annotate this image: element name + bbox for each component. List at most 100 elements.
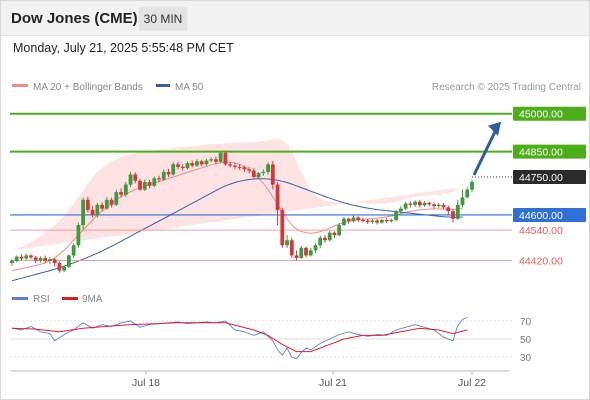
candle-body bbox=[209, 159, 214, 161]
rsi-ma9-line bbox=[11, 322, 468, 353]
candle-body bbox=[10, 260, 14, 264]
candle-body bbox=[138, 180, 142, 190]
candle-body bbox=[109, 199, 114, 205]
candle-body bbox=[62, 266, 67, 271]
candle-body bbox=[384, 220, 389, 222]
candle-body bbox=[337, 225, 342, 236]
arrow-shaft bbox=[472, 127, 499, 176]
candle-body bbox=[394, 211, 399, 220]
candle-body bbox=[214, 159, 218, 162]
candle-body bbox=[90, 209, 95, 215]
rsi-legend-swatch bbox=[12, 297, 28, 300]
candle-body bbox=[100, 204, 105, 209]
candle-body bbox=[228, 164, 233, 166]
candle-body bbox=[218, 152, 223, 162]
candle-body bbox=[81, 199, 86, 226]
candle-body bbox=[85, 199, 90, 210]
candle-body bbox=[242, 167, 247, 170]
candle-body bbox=[104, 199, 109, 209]
candle-body bbox=[455, 204, 460, 219]
candle-body bbox=[142, 182, 147, 190]
current-price-badge bbox=[513, 169, 586, 184]
candle-body bbox=[408, 203, 413, 205]
x-axis: Jul 18 Jul 21 Jul 22 bbox=[10, 370, 510, 389]
candle-body bbox=[195, 161, 199, 166]
rsi-tick-label: 50 bbox=[520, 335, 532, 346]
candle-body bbox=[361, 220, 365, 221]
candle-body bbox=[52, 259, 57, 264]
chart-header: Dow Jones (CME) 30 MIN bbox=[1, 1, 589, 36]
resistance-badge bbox=[513, 144, 586, 159]
ma20-legend-label: MA 20 + Bollinger Bands bbox=[33, 82, 143, 93]
candle-body bbox=[166, 171, 171, 175]
candle-body bbox=[19, 256, 24, 259]
candle-body bbox=[417, 201, 422, 206]
candle-body bbox=[451, 211, 455, 219]
rsi-legend-label: RSI bbox=[33, 294, 50, 305]
candle-body bbox=[33, 257, 38, 261]
candle-body bbox=[180, 166, 185, 169]
candle-body bbox=[413, 201, 417, 205]
ma20-line bbox=[11, 161, 463, 272]
candle-body bbox=[76, 225, 81, 246]
candle-body bbox=[304, 247, 308, 256]
candle-body bbox=[427, 202, 432, 205]
candle-body bbox=[161, 171, 166, 180]
candle-body bbox=[441, 204, 446, 208]
support-label: 44540.00 bbox=[519, 225, 563, 237]
candle-body bbox=[71, 245, 76, 256]
ma9-legend-swatch bbox=[62, 297, 78, 300]
candle-body bbox=[24, 255, 29, 259]
candle-body bbox=[128, 174, 133, 185]
moving-average-lines bbox=[11, 161, 463, 282]
ma50-legend-swatch bbox=[156, 84, 170, 87]
candle-body bbox=[294, 255, 299, 258]
candle-body bbox=[190, 163, 195, 166]
price-levels: 45000.00 44850.00 44750.00 44600.00 44540.00… bbox=[10, 106, 586, 267]
resistance-label: 45000.00 bbox=[519, 109, 563, 121]
candle-body bbox=[251, 170, 256, 177]
x-axis-label: Jul 18 bbox=[132, 377, 160, 389]
candle-body bbox=[171, 164, 176, 175]
candle-body bbox=[346, 218, 351, 222]
candle-body bbox=[256, 173, 261, 177]
candle-body bbox=[436, 204, 441, 207]
ma9-legend-label: 9MA bbox=[82, 294, 103, 305]
candle-body bbox=[289, 240, 294, 256]
candle-body bbox=[199, 161, 204, 165]
candle-body bbox=[237, 166, 242, 168]
candle-body bbox=[48, 259, 52, 261]
candle-body bbox=[351, 217, 356, 222]
x-axis-label: Jul 21 bbox=[319, 377, 347, 389]
current-price-label: 44750.00 bbox=[519, 172, 563, 184]
candle-body bbox=[275, 184, 280, 210]
candle-body bbox=[375, 220, 380, 223]
timeframe-badge[interactable]: 30 MIN bbox=[139, 7, 187, 31]
resistance-badge bbox=[513, 106, 586, 121]
candle-body bbox=[318, 237, 323, 246]
instrument-title: Dow Jones (CME) bbox=[11, 10, 138, 27]
candle-body bbox=[398, 208, 403, 212]
candlestick-series bbox=[10, 151, 474, 273]
candle-body bbox=[157, 178, 161, 180]
candle-body bbox=[342, 218, 346, 226]
candle-body bbox=[95, 204, 100, 215]
candle-body bbox=[299, 247, 304, 258]
rsi-tick-label: 70 bbox=[520, 317, 532, 328]
candle-body bbox=[446, 207, 451, 212]
rsi-legend: RSI 9MA bbox=[12, 294, 103, 305]
ma50-line bbox=[11, 178, 463, 282]
candle-body bbox=[403, 203, 408, 209]
candle-body bbox=[280, 209, 285, 246]
candle-body bbox=[57, 263, 62, 271]
arrow-head bbox=[488, 121, 501, 136]
price-legend: MA 20 + Bollinger Bands MA 50 bbox=[12, 82, 204, 93]
candle-body bbox=[204, 160, 209, 165]
candle-body bbox=[365, 220, 370, 223]
candle-body bbox=[152, 178, 157, 186]
candle-body bbox=[332, 232, 337, 236]
resistance-label: 44850.00 bbox=[519, 147, 563, 159]
bollinger-band bbox=[12, 139, 463, 251]
candle-body bbox=[185, 163, 190, 169]
candle-body bbox=[261, 171, 266, 174]
